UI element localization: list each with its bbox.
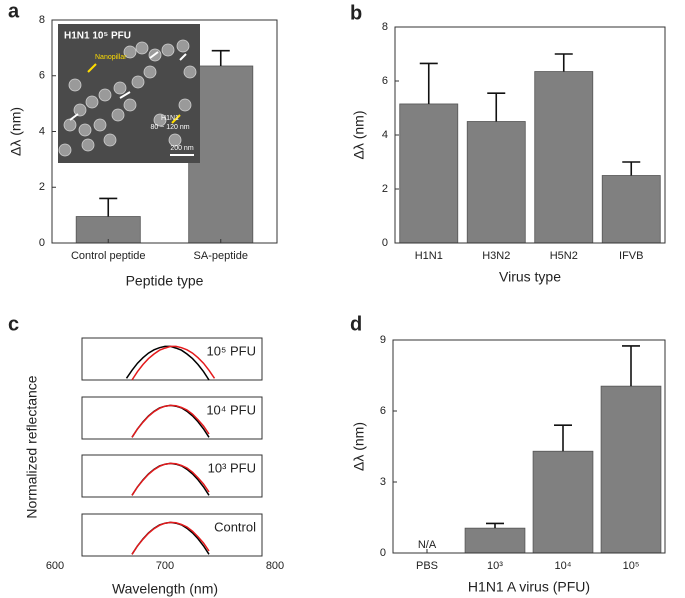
y-tick-label: 4 xyxy=(382,129,388,141)
y-axis-label: Δλ (nm) xyxy=(351,422,367,471)
subpanel-frame xyxy=(81,396,263,440)
y-tick-label: 8 xyxy=(382,21,388,33)
y-tick-label: 2 xyxy=(382,183,388,195)
y-tick-label: 0 xyxy=(382,237,388,249)
spectrum-line xyxy=(131,404,210,438)
x-axis-label: Wavelength (nm) xyxy=(112,581,218,597)
y-axis-label: Δλ (nm) xyxy=(8,107,24,156)
x-tick-label: Control peptide xyxy=(71,250,146,262)
subpanel-label: 10⁵ PFU xyxy=(207,343,256,358)
spectrum-line xyxy=(131,345,216,381)
panel-letter: d xyxy=(350,313,362,335)
subpanel-frame xyxy=(81,454,263,498)
x-tick-label: H3N2 xyxy=(482,250,510,262)
x-tick-label: 10³ xyxy=(487,560,503,572)
x-tick-label: PBS xyxy=(416,560,438,572)
y-axis-label: Normalized reflectance xyxy=(24,375,40,518)
plot-frame xyxy=(392,339,666,554)
spectrum-line xyxy=(131,521,210,555)
x-axis-label: Virus type xyxy=(499,269,561,285)
subpanel-frame xyxy=(81,337,263,381)
x-axis-label: Peptide type xyxy=(126,273,204,289)
panel-letter: a xyxy=(8,0,20,22)
inset-label: Nanopillar xyxy=(95,54,127,61)
bar xyxy=(464,527,526,554)
x-tick-label: 10⁵ xyxy=(623,560,640,572)
x-tick-label: IFVB xyxy=(619,250,643,262)
x-tick-label: 10⁴ xyxy=(555,560,572,572)
x-tick-label: 600 xyxy=(46,560,64,572)
bar xyxy=(399,103,459,244)
subpanel-label: Control xyxy=(214,519,256,534)
inset-title: H1N1 10⁵ PFU xyxy=(64,31,131,42)
y-tick-label: 8 xyxy=(39,14,45,26)
inset-image: H1N1 10⁵ PFU Nanopillar H1N1 80 ~ 120 nm… xyxy=(58,24,200,163)
bar xyxy=(600,385,662,554)
x-tick-label: SA-peptide xyxy=(194,250,248,262)
y-tick-label: 2 xyxy=(39,181,45,193)
y-tick-label: 4 xyxy=(39,125,45,137)
bar xyxy=(466,121,526,244)
x-tick-label: 800 xyxy=(266,560,284,572)
y-tick-label: 9 xyxy=(380,334,386,346)
plot-frame xyxy=(394,26,666,244)
bar xyxy=(75,216,141,244)
inset-label: H1N1 xyxy=(161,115,179,122)
y-tick-label: 0 xyxy=(380,547,386,559)
inset-label: 80 ~ 120 nm xyxy=(150,124,189,131)
x-tick-label: 700 xyxy=(156,560,174,572)
y-tick-label: 0 xyxy=(39,237,45,249)
x-tick-label: H5N2 xyxy=(550,250,578,262)
value-label: N/A xyxy=(418,539,437,551)
inset-arrows xyxy=(69,51,187,124)
x-axis-label: H1N1 A virus (PFU) xyxy=(468,579,590,595)
bar xyxy=(532,450,594,554)
panel-letter: b xyxy=(350,2,362,24)
y-tick-label: 3 xyxy=(380,476,386,488)
bar xyxy=(534,71,594,244)
subpanel-label: 10³ PFU xyxy=(208,460,256,475)
spectrum-line xyxy=(131,462,210,496)
plot-frame xyxy=(51,19,278,244)
x-tick-label: H1N1 xyxy=(415,250,443,262)
y-tick-label: 6 xyxy=(39,70,45,82)
spectrum-line xyxy=(125,345,210,381)
y-tick-label: 6 xyxy=(380,405,386,417)
y-tick-label: 6 xyxy=(382,75,388,87)
y-axis-label: Δλ (nm) xyxy=(351,110,367,159)
subpanel-label: 10⁴ PFU xyxy=(206,402,256,417)
bar xyxy=(601,175,661,244)
panel-letter: c xyxy=(8,313,19,335)
inset-label: 200 nm xyxy=(170,145,194,152)
